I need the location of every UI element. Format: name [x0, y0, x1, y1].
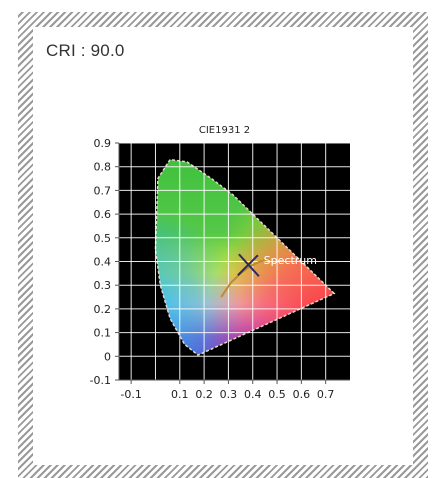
- cie-chromaticity-chart: Spectrum CIE1931 2 0.9 0.8 0.7 0.6 0.5 0.4 0.3 0.…: [90, 125, 350, 401]
- y-tick-label-1: 0.8: [94, 161, 112, 174]
- x-tick-label-6: 0.6: [293, 388, 311, 401]
- x-tick-label-7: 0.7: [317, 388, 335, 401]
- x-tick-label-0: -0.1: [120, 388, 141, 401]
- y-tick-label-8: 0.1: [94, 327, 112, 340]
- x-tick-label-2: 0.2: [195, 388, 213, 401]
- x-tick-label-3: 0.3: [220, 388, 238, 401]
- y-tick-label-9: 0: [104, 350, 111, 363]
- annotation-0: Spectrum: [264, 254, 317, 267]
- chart-panel: CRI : 90.0 Spectrum CIE1931 2 0.9 0.8 0.7 0.6…: [33, 27, 413, 465]
- y-tick-label-0: 0.9: [94, 137, 112, 150]
- marker-cross-b: [237, 254, 259, 276]
- chart-title: CIE1931 2: [199, 125, 250, 136]
- y-tick-label-3: 0.6: [94, 208, 112, 221]
- y-tick-label-2: 0.7: [94, 184, 112, 197]
- spectral-locus-line: [154, 158, 336, 356]
- y-tick-label-6: 0.3: [94, 279, 112, 292]
- y-tick-label-5: 0.4: [94, 256, 112, 269]
- cri-label: CRI : 90.0: [46, 41, 125, 60]
- hatched-frame: CRI : 90.0 Spectrum CIE1931 2 0.9 0.8 0.7 0.6…: [18, 12, 428, 478]
- x-tick-label-4: 0.4: [244, 388, 262, 401]
- planckian-locus-line: [220, 258, 270, 298]
- x-tick-label-1: 0.1: [171, 388, 189, 401]
- y-tick-label-10: -0.1: [90, 374, 111, 387]
- y-tick-label-7: 0.2: [94, 303, 112, 316]
- y-tick-label-4: 0.5: [94, 232, 112, 245]
- x-tick-label-5: 0.5: [268, 388, 286, 401]
